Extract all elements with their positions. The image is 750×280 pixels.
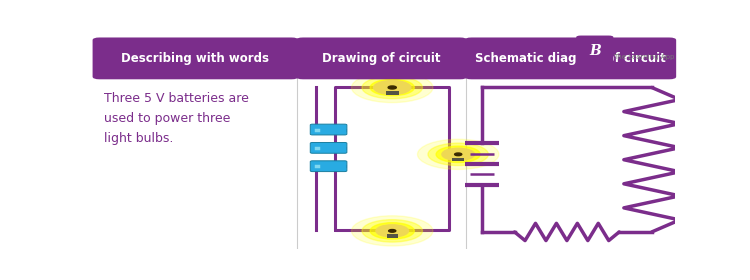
Circle shape (352, 216, 433, 246)
Circle shape (376, 225, 409, 237)
FancyBboxPatch shape (296, 38, 467, 79)
FancyBboxPatch shape (310, 143, 347, 153)
Circle shape (442, 148, 475, 160)
Circle shape (418, 139, 499, 169)
Circle shape (388, 230, 396, 232)
Circle shape (374, 81, 411, 94)
FancyBboxPatch shape (92, 38, 298, 79)
Text: Drawing of circuit: Drawing of circuit (322, 52, 441, 65)
Circle shape (436, 146, 480, 162)
Circle shape (370, 79, 414, 96)
Circle shape (388, 86, 396, 89)
FancyBboxPatch shape (386, 234, 398, 237)
FancyBboxPatch shape (464, 38, 676, 79)
Circle shape (454, 153, 462, 156)
Text: Describing with words: Describing with words (122, 52, 269, 65)
Circle shape (428, 143, 488, 165)
Circle shape (362, 76, 422, 99)
Circle shape (352, 73, 433, 102)
Circle shape (370, 223, 414, 239)
Text: BYJU'S: BYJU'S (614, 38, 656, 52)
FancyBboxPatch shape (576, 36, 614, 67)
Text: Schematic diagram of circuit: Schematic diagram of circuit (475, 52, 666, 65)
FancyBboxPatch shape (310, 124, 347, 135)
FancyBboxPatch shape (386, 91, 399, 95)
Circle shape (362, 220, 422, 242)
Text: B: B (589, 44, 601, 58)
Text: The Learning App: The Learning App (614, 54, 675, 60)
FancyBboxPatch shape (452, 158, 464, 161)
Text: Three 5 V batteries are
used to power three
light bulbs.: Three 5 V batteries are used to power th… (104, 92, 249, 145)
FancyBboxPatch shape (310, 161, 347, 172)
